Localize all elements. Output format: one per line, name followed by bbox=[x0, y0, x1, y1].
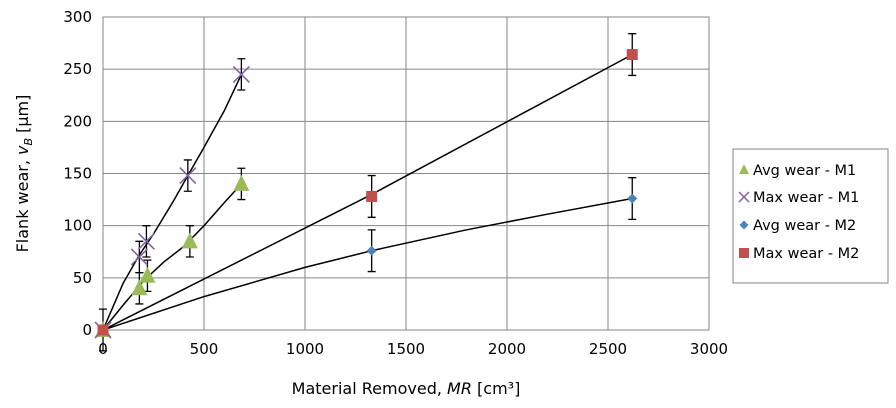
x-tick-label: 1500 bbox=[387, 340, 425, 358]
y-tick-label: 150 bbox=[63, 165, 92, 183]
legend-marker-avg-wear-m1 bbox=[739, 164, 749, 174]
point-avg-wear-m2 bbox=[366, 245, 377, 256]
point-avg-wear-m1 bbox=[131, 279, 148, 296]
y-tick-label: 300 bbox=[63, 8, 92, 26]
point-max-wear-m1 bbox=[179, 167, 197, 185]
x-tick-label: 2000 bbox=[488, 340, 526, 358]
legend-item-avg-wear-m2: Avg wear - M2 bbox=[739, 218, 856, 234]
x-tick-label: 0 bbox=[98, 340, 108, 358]
point-max-wear-m1 bbox=[130, 248, 148, 266]
x-axis-title-unit: [cm³] bbox=[472, 379, 520, 398]
y-tick-label: 100 bbox=[63, 217, 92, 235]
y-tick-label: 250 bbox=[63, 60, 92, 78]
point-max-wear-m2 bbox=[366, 190, 378, 202]
legend-label-max-wear-m1: Max wear - M1 bbox=[753, 190, 859, 206]
x-tick-label: 1000 bbox=[286, 340, 324, 358]
data-markers bbox=[94, 49, 638, 339]
y-axis-title-symbol: v bbox=[13, 145, 32, 155]
point-max-wear-m1 bbox=[137, 232, 155, 250]
point-max-wear-m2 bbox=[97, 324, 109, 336]
y-tick-label: 0 bbox=[82, 321, 92, 339]
y-axis-title-prefix: Flank wear, bbox=[13, 155, 32, 252]
trendline-avg-wear-m1 bbox=[102, 183, 242, 331]
legend-label-avg-wear-m2: Avg wear - M2 bbox=[753, 218, 856, 234]
legend-marker-avg-wear-m2 bbox=[739, 220, 749, 230]
x-tick-label: 3000 bbox=[690, 340, 728, 358]
x-tick-labels: 0 500 1000 1500 2000 2500 3000 bbox=[98, 340, 728, 358]
trendline-max-wear-m1 bbox=[102, 74, 243, 331]
point-avg-wear-m1 bbox=[139, 266, 156, 283]
legend-marker-max-wear-m1 bbox=[738, 191, 750, 203]
x-axis-title: Material Removed, MR [cm³] bbox=[292, 379, 521, 398]
x-axis-title-prefix: Material Removed, bbox=[292, 379, 447, 398]
plot-area-border bbox=[102, 16, 710, 331]
legend-label-max-wear-m2: Max wear - M2 bbox=[753, 246, 859, 262]
y-tick-labels: 0 50 100 150 200 250 300 bbox=[63, 8, 92, 339]
y-axis-title: Flank wear, vB [µm] bbox=[13, 95, 35, 253]
x-axis-title-symbol: MR bbox=[447, 379, 472, 398]
point-max-wear-m1 bbox=[232, 65, 250, 83]
point-max-wear-m2 bbox=[626, 49, 638, 61]
legend-marker-max-wear-m2 bbox=[739, 248, 749, 258]
legend-label-avg-wear-m1: Avg wear - M1 bbox=[753, 163, 856, 179]
y-axis-title-unit: [µm] bbox=[13, 95, 32, 138]
point-avg-wear-m1 bbox=[233, 174, 250, 191]
y-tick-label: 50 bbox=[73, 269, 92, 287]
legend-box bbox=[732, 148, 889, 284]
y-tick-label: 200 bbox=[63, 112, 92, 130]
x-tick-label: 500 bbox=[190, 340, 219, 358]
legend: Avg wear - M1 Max wear - M1 Avg wear - M2 M… bbox=[732, 148, 889, 284]
grid bbox=[102, 16, 710, 331]
y-axis-title-subscript: B bbox=[22, 138, 35, 146]
point-avg-wear-m2 bbox=[627, 193, 638, 204]
legend-item-max-wear-m1: Max wear - M1 bbox=[738, 190, 859, 206]
legend-item-max-wear-m2: Max wear - M2 bbox=[739, 246, 859, 262]
point-avg-wear-m1 bbox=[181, 232, 198, 249]
legend-item-avg-wear-m1: Avg wear - M1 bbox=[739, 163, 856, 179]
x-tick-label: 2500 bbox=[589, 340, 627, 358]
trendline-avg-wear-m2 bbox=[102, 197, 633, 331]
